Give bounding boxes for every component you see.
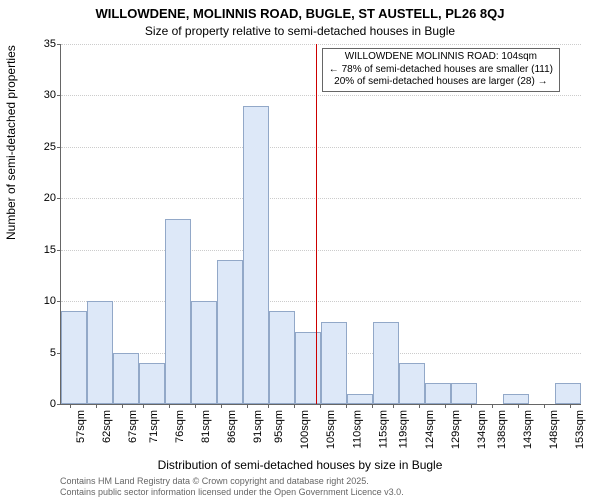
histogram-bar xyxy=(165,219,191,404)
x-tick-label: 100sqm xyxy=(299,410,311,449)
y-tick-label: 0 xyxy=(26,398,56,410)
x-tick-mark xyxy=(544,404,545,408)
x-tick-label: 143sqm xyxy=(523,410,535,449)
x-tick-mark xyxy=(268,404,269,408)
histogram-bar xyxy=(61,311,87,404)
histogram-bar xyxy=(243,106,269,404)
x-tick-label: 134sqm xyxy=(476,410,488,449)
x-tick-label: 76sqm xyxy=(174,410,186,443)
gridline-h xyxy=(61,198,581,199)
chart-title-line2: Size of property relative to semi-detach… xyxy=(0,24,600,38)
x-tick-label: 153sqm xyxy=(575,410,587,449)
y-tick-mark xyxy=(57,250,61,251)
y-tick-label: 5 xyxy=(26,347,56,359)
histogram-bar xyxy=(321,322,347,404)
gridline-h xyxy=(61,250,581,251)
x-tick-mark xyxy=(393,404,394,408)
histogram-bar xyxy=(113,353,139,404)
y-tick-mark xyxy=(57,198,61,199)
gridline-h xyxy=(61,95,581,96)
histogram-bar xyxy=(295,332,321,404)
annotation-box: WILLOWDENE MOLINNIS ROAD: 104sqm← 78% of… xyxy=(322,48,560,92)
annotation-line: ← 78% of semi-detached houses are smalle… xyxy=(329,64,553,77)
x-tick-label: 57sqm xyxy=(75,410,87,443)
x-tick-mark xyxy=(122,404,123,408)
y-tick-label: 25 xyxy=(26,141,56,153)
y-axis-label: Number of semi-detached properties xyxy=(4,45,18,240)
gridline-h xyxy=(61,44,581,45)
annotation-line: 20% of semi-detached houses are larger (… xyxy=(329,76,553,89)
reference-line xyxy=(316,44,317,404)
x-tick-mark xyxy=(445,404,446,408)
y-tick-label: 30 xyxy=(26,89,56,101)
x-tick-label: 71sqm xyxy=(148,410,160,443)
y-tick-mark xyxy=(57,147,61,148)
y-tick-label: 35 xyxy=(26,38,56,50)
attribution-text: Contains HM Land Registry data © Crown c… xyxy=(60,476,404,498)
histogram-bar xyxy=(139,363,165,404)
histogram-bar xyxy=(451,383,477,404)
x-tick-mark xyxy=(247,404,248,408)
x-tick-mark xyxy=(294,404,295,408)
x-tick-label: 95sqm xyxy=(273,410,285,443)
y-tick-label: 10 xyxy=(26,295,56,307)
gridline-h xyxy=(61,301,581,302)
histogram-bar xyxy=(503,394,529,404)
x-tick-label: 119sqm xyxy=(398,410,410,448)
x-tick-label: 105sqm xyxy=(325,410,337,449)
x-tick-label: 86sqm xyxy=(226,410,238,443)
histogram-bar xyxy=(555,383,581,404)
y-tick-mark xyxy=(57,95,61,96)
histogram-bar xyxy=(347,394,373,404)
x-tick-label: 129sqm xyxy=(450,410,462,449)
x-tick-mark xyxy=(195,404,196,408)
x-tick-mark xyxy=(169,404,170,408)
attribution-line1: Contains HM Land Registry data © Crown c… xyxy=(60,476,404,487)
y-tick-label: 15 xyxy=(26,244,56,256)
x-tick-mark xyxy=(346,404,347,408)
x-tick-mark xyxy=(320,404,321,408)
x-tick-label: 62sqm xyxy=(101,410,113,443)
x-tick-mark xyxy=(492,404,493,408)
x-tick-label: 138sqm xyxy=(497,410,509,449)
histogram-bar xyxy=(191,301,217,404)
histogram-bar xyxy=(87,301,113,404)
x-tick-mark xyxy=(471,404,472,408)
x-tick-label: 91sqm xyxy=(252,410,264,443)
x-tick-mark xyxy=(419,404,420,408)
x-tick-mark xyxy=(70,404,71,408)
x-tick-label: 110sqm xyxy=(351,410,363,448)
plot-area: WILLOWDENE MOLINNIS ROAD: 104sqm← 78% of… xyxy=(60,44,581,405)
annotation-line: WILLOWDENE MOLINNIS ROAD: 104sqm xyxy=(329,51,553,64)
x-tick-mark xyxy=(143,404,144,408)
x-tick-label: 81sqm xyxy=(200,410,212,443)
x-tick-label: 67sqm xyxy=(127,410,139,443)
histogram-bar xyxy=(217,260,243,404)
x-tick-mark xyxy=(372,404,373,408)
x-tick-label: 124sqm xyxy=(424,410,436,449)
gridline-h xyxy=(61,147,581,148)
chart-container: WILLOWDENE, MOLINNIS ROAD, BUGLE, ST AUS… xyxy=(0,0,600,500)
x-axis-label: Distribution of semi-detached houses by … xyxy=(0,458,600,472)
x-tick-label: 115sqm xyxy=(377,410,389,448)
chart-title-line1: WILLOWDENE, MOLINNIS ROAD, BUGLE, ST AUS… xyxy=(0,6,600,21)
attribution-line2: Contains public sector information licen… xyxy=(60,487,404,498)
y-tick-mark xyxy=(57,44,61,45)
histogram-bar xyxy=(425,383,451,404)
x-tick-label: 148sqm xyxy=(549,410,561,449)
x-tick-mark xyxy=(518,404,519,408)
x-tick-mark xyxy=(96,404,97,408)
y-tick-label: 20 xyxy=(26,192,56,204)
histogram-bar xyxy=(399,363,425,404)
y-tick-mark xyxy=(57,301,61,302)
histogram-bar xyxy=(269,311,295,404)
x-tick-mark xyxy=(221,404,222,408)
x-tick-mark xyxy=(570,404,571,408)
histogram-bar xyxy=(373,322,399,404)
y-tick-labels: 05101520253035 xyxy=(26,44,60,404)
x-tick-labels: 57sqm 62sqm 67sqm 71sqm 76sqm 81sqm 86sqm 91sqm… xyxy=(60,404,580,454)
